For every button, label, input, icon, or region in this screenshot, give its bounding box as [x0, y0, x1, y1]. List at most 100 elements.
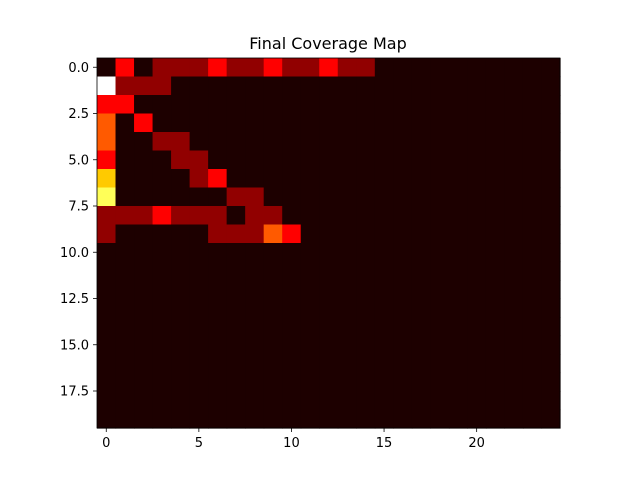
heatmap-cell [134, 243, 154, 263]
heatmap-cell [263, 113, 283, 133]
heatmap-cell [467, 243, 487, 263]
heatmap-cell [356, 95, 376, 115]
heatmap-cell [171, 187, 191, 207]
heatmap-cell [522, 409, 543, 429]
heatmap-cell [208, 409, 228, 429]
heatmap-cell [245, 409, 265, 429]
heatmap-cell [245, 261, 265, 281]
heatmap-cell [152, 243, 172, 263]
heatmap-cell [208, 76, 228, 96]
heatmap-cell [337, 95, 357, 115]
heatmap-cell [430, 261, 450, 281]
y-tick-label: 5.0 [68, 153, 89, 168]
heatmap-cell [319, 150, 339, 170]
heatmap-cell [263, 280, 283, 300]
heatmap-cell [282, 206, 302, 226]
heatmap-cell [319, 243, 339, 263]
heatmap-cell [300, 372, 320, 392]
heatmap-cell [115, 206, 135, 226]
heatmap-cell [541, 372, 561, 392]
heatmap-cell [208, 335, 228, 355]
y-tick-label: 17.5 [60, 385, 89, 400]
heatmap-cell [485, 391, 506, 411]
heatmap-cell [226, 132, 246, 152]
heatmap-cell [152, 95, 172, 115]
heatmap-cell [504, 169, 524, 189]
heatmap-cell [337, 391, 357, 411]
heatmap-cell [97, 409, 117, 429]
heatmap-cell [541, 113, 561, 133]
heatmap-cell [485, 187, 506, 207]
heatmap-cell [189, 372, 209, 392]
heatmap-cell [97, 224, 117, 244]
heatmap-cell [134, 58, 154, 78]
heatmap-cells [97, 58, 561, 429]
heatmap-cell [208, 132, 228, 152]
y-tick-label: 2.5 [68, 107, 89, 122]
heatmap-cell [189, 76, 209, 96]
heatmap-cell [208, 150, 228, 170]
heatmap-cell [448, 150, 468, 170]
heatmap-cell [356, 224, 376, 244]
heatmap-cell [430, 317, 450, 337]
heatmap-cell [189, 113, 209, 133]
heatmap-cell [189, 335, 209, 355]
heatmap-cell [226, 58, 246, 78]
heatmap-cell [541, 169, 561, 189]
heatmap-cell [541, 335, 561, 355]
heatmap-cell [152, 132, 172, 152]
heatmap-cell [374, 132, 394, 152]
heatmap-cell [319, 391, 339, 411]
heatmap-cell [152, 372, 172, 392]
heatmap-cell [393, 261, 413, 281]
heatmap-cell [541, 298, 561, 318]
heatmap-cell [115, 409, 135, 429]
heatmap-cell [356, 187, 376, 207]
heatmap-cell [541, 206, 561, 226]
heatmap-cell [356, 113, 376, 133]
heatmap-cell [485, 206, 506, 226]
x-tick-label: 20 [468, 436, 485, 451]
heatmap-cell [485, 280, 506, 300]
heatmap-cell [522, 335, 543, 355]
heatmap-cell [374, 335, 394, 355]
heatmap-cell [226, 335, 246, 355]
heatmap-cell [134, 261, 154, 281]
heatmap-cell [245, 150, 265, 170]
heatmap-cell [152, 391, 172, 411]
heatmap-cell [467, 280, 487, 300]
heatmap-cell [374, 224, 394, 244]
heatmap-cell [171, 261, 191, 281]
heatmap-cell [189, 261, 209, 281]
heatmap-cell [504, 261, 524, 281]
heatmap-cell [522, 243, 543, 263]
heatmap-cell [337, 76, 357, 96]
heatmap-cell [134, 317, 154, 337]
heatmap-cell [485, 372, 506, 392]
heatmap-cell [152, 187, 172, 207]
chart-title: Final Coverage Map [249, 34, 406, 53]
heatmap-cell [411, 113, 431, 133]
heatmap-cell [337, 113, 357, 133]
heatmap-cell [448, 169, 468, 189]
heatmap-cell [115, 132, 135, 152]
heatmap-cell [356, 206, 376, 226]
y-tick-label: 7.5 [68, 200, 89, 215]
heatmap-cell [171, 317, 191, 337]
heatmap-cell [115, 150, 135, 170]
heatmap-cell [263, 169, 283, 189]
heatmap-cell [541, 58, 561, 78]
heatmap-cell [393, 335, 413, 355]
heatmap-cell [504, 132, 524, 152]
heatmap-cell [245, 317, 265, 337]
heatmap-cell [263, 372, 283, 392]
heatmap-cell [245, 58, 265, 78]
heatmap-cell [152, 206, 172, 226]
heatmap-cell [282, 95, 302, 115]
heatmap-cell [319, 132, 339, 152]
heatmap-cell [504, 95, 524, 115]
heatmap-cell [448, 261, 468, 281]
heatmap-cell [300, 354, 320, 374]
heatmap-cell [245, 391, 265, 411]
heatmap-cell [485, 76, 506, 96]
